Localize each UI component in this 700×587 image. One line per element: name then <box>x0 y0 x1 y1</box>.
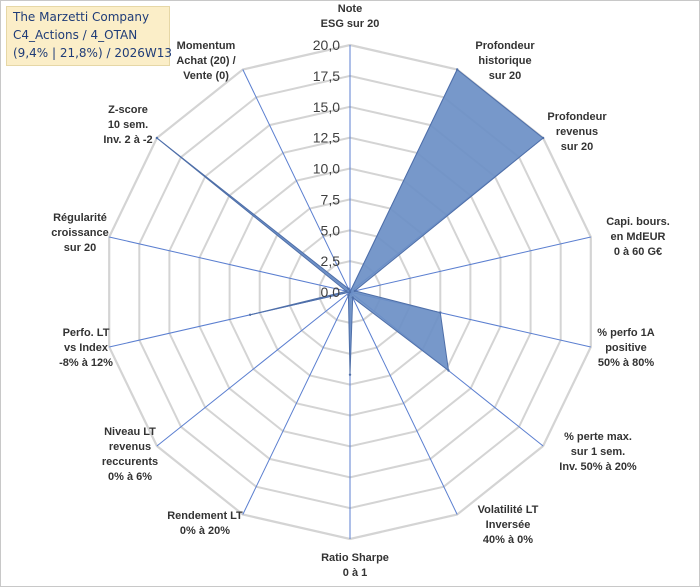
axis-spoke <box>242 291 351 515</box>
data-point <box>456 68 459 71</box>
axis-label: Inversée <box>486 519 531 531</box>
data-point <box>353 289 356 293</box>
axis-label: % perfo 1A <box>597 327 655 339</box>
axis-label: Perfo. LT <box>63 327 110 339</box>
axis-label-group: Z-score 10 sem. Inv. 2 à -2 <box>103 104 152 146</box>
data-point <box>248 313 252 316</box>
axis-label: sur 20 <box>64 242 96 254</box>
data-point <box>447 369 450 372</box>
axis-label-group: Volatilité LT Inversée 40% à 0% <box>478 504 539 546</box>
axis-label-group: Profondeur historique sur 20 <box>475 40 535 82</box>
data-point <box>541 136 545 140</box>
axis-label: Vente (0) <box>183 70 229 82</box>
axis-label: Niveau LT <box>104 426 156 438</box>
axis-label: 0 à 60 G€ <box>614 246 662 258</box>
axis-spoke <box>109 236 351 293</box>
axis-label: 0% à 20% <box>180 525 230 537</box>
axis-label: vs Index <box>64 342 109 354</box>
data-point <box>351 296 354 299</box>
data-point <box>348 290 352 294</box>
tick-label: 5,0 <box>321 222 341 238</box>
axis-label: 0 à 1 <box>343 567 367 579</box>
axis-label-group: Ratio Sharpe 0 à 1 <box>321 552 389 579</box>
tick-label: 15,0 <box>313 99 340 115</box>
axis-label: sur 1 sem. <box>571 446 625 458</box>
tick-label: 12,5 <box>313 130 340 146</box>
axis-label: ESG sur 20 <box>321 18 380 30</box>
data-point <box>348 373 352 376</box>
axis-label-group: % perte max. sur 1 sem. Inv. 50% à 20% <box>559 431 637 473</box>
axis-spoke <box>349 236 591 293</box>
radar-tick-labels: 0,0 2,5 5,0 7,5 10,0 12,5 15,0 17,5 20,0 <box>313 37 340 300</box>
tick-label: 7,5 <box>321 191 341 207</box>
data-point <box>155 136 159 140</box>
axis-label: Achat (20) / <box>176 55 235 67</box>
axis-label: Capi. bours. <box>606 216 670 228</box>
axis-label: sur 20 <box>489 70 521 82</box>
axis-spoke <box>349 291 458 515</box>
data-point <box>345 290 348 293</box>
axis-label-group: Régularité croissance sur 20 <box>51 212 108 254</box>
axis-label: Momentum <box>177 40 236 52</box>
axis-label: en MdEUR <box>611 231 666 243</box>
axis-label-group: Niveau LT revenus reccurents 0% à 6% <box>102 426 158 483</box>
axis-label: 0% à 6% <box>108 471 152 483</box>
axis-label: revenus <box>556 126 598 138</box>
axis-label-group: Momentum Achat (20) / Vente (0) <box>176 40 235 82</box>
tick-label: 10,0 <box>313 161 340 177</box>
axis-label-group: % perfo 1A positive 50% à 80% <box>597 327 655 369</box>
axis-spoke <box>242 69 351 293</box>
axis-label-group: Rendement LT 0% à 20% <box>167 510 243 537</box>
data-point <box>439 311 442 314</box>
axis-label: positive <box>605 342 647 354</box>
axis-label: Profondeur <box>475 40 535 52</box>
company-name: The Marzetti Company <box>13 10 150 24</box>
axis-label: croissance <box>51 227 108 239</box>
portfolio-name: C4_Actions / 4_OTAN <box>13 28 138 42</box>
data-point <box>347 294 350 297</box>
axis-label: 40% à 0% <box>483 534 533 546</box>
tick-label: 17,5 <box>313 68 340 84</box>
axis-label-group: Profondeur revenus sur 20 <box>547 111 607 153</box>
axis-label: Rendement LT <box>167 510 243 522</box>
axis-label: sur 20 <box>561 141 593 153</box>
axis-label: 50% à 80% <box>598 357 654 369</box>
radar-series <box>155 68 545 376</box>
axis-label: Ratio Sharpe <box>321 552 389 564</box>
axis-label: 10 sem. <box>108 119 148 131</box>
axis-label: Profondeur <box>547 111 607 123</box>
tick-label: 2,5 <box>321 253 341 269</box>
axis-label-group: Capi. bours. en MdEUR 0 à 60 G€ <box>606 216 670 258</box>
axis-label-group: Note ESG sur 20 <box>321 3 380 30</box>
axis-label-group: Perfo. LT vs Index -8% à 12% <box>59 327 113 369</box>
chart-header-box: The Marzetti Company C4_Actions / 4_OTAN… <box>6 6 172 66</box>
axis-label: -8% à 12% <box>59 357 113 369</box>
axis-label: historique <box>478 55 531 67</box>
axis-label: % perte max. <box>564 431 632 443</box>
axis-label: reccurents <box>102 456 158 468</box>
axis-spoke <box>156 291 351 447</box>
axis-label: Régularité <box>53 212 107 224</box>
tick-label: 0,0 <box>321 284 341 300</box>
period-info: (9,4% | 21,8%) / 2026W13 <box>13 46 172 60</box>
axis-label: revenus <box>109 441 151 453</box>
data-point <box>347 287 350 290</box>
axis-label: Inv. 2 à -2 <box>103 134 152 146</box>
axis-label: Note <box>338 3 362 15</box>
radar-axis-labels: Note ESG sur 20 Profondeur historique sur 20… <box>51 3 670 579</box>
axis-label: Inv. 50% à 20% <box>559 461 637 473</box>
axis-label: Z-score <box>108 104 148 116</box>
axis-label: Volatilité LT <box>478 504 539 516</box>
tick-label: 20,0 <box>313 37 340 53</box>
